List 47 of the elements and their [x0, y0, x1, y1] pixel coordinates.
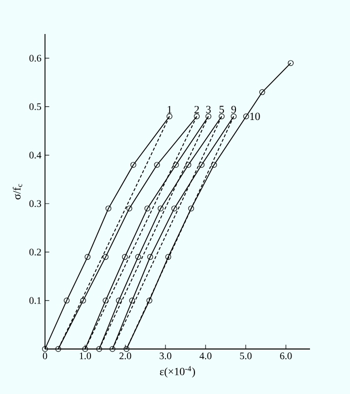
point	[130, 162, 136, 168]
y-tick-label: 0.3	[29, 200, 42, 207]
series-label: 3	[206, 106, 211, 114]
x-tick-label: 0	[42, 352, 48, 360]
point	[173, 162, 179, 168]
point	[135, 254, 142, 260]
point	[122, 254, 128, 260]
series-label: 9	[231, 106, 236, 114]
point	[84, 254, 90, 260]
point	[243, 113, 250, 120]
y-tick-label: 0.4	[29, 152, 42, 159]
point	[171, 206, 178, 212]
y-tick-label: 0.1	[29, 297, 41, 304]
y-tick-label: 0.2	[29, 248, 41, 256]
x-tick-label: 5.0	[240, 352, 252, 360]
series-label: 1	[168, 106, 172, 114]
point	[188, 206, 194, 212]
y-tick-label: 0.6	[29, 54, 42, 62]
point	[165, 254, 172, 260]
x-tick-label: 4.0	[200, 352, 212, 360]
point	[64, 298, 70, 304]
point	[144, 206, 150, 212]
point	[126, 206, 132, 212]
point	[158, 206, 164, 212]
x-tick-label: 1.0	[80, 352, 92, 360]
point	[211, 162, 217, 168]
x-tick-label: 2.0	[120, 352, 132, 360]
point	[102, 298, 109, 304]
x-tick-label: 6.0	[280, 352, 292, 360]
point	[146, 298, 152, 304]
point	[129, 298, 136, 304]
point	[116, 298, 122, 304]
series-label: 2	[194, 106, 199, 114]
point	[185, 162, 192, 168]
series-label: 5	[220, 106, 224, 114]
point	[102, 254, 109, 260]
x-axis-title: ε(×10$^{-4}$)	[160, 366, 195, 378]
point	[259, 89, 266, 96]
y-tick-label: 0.5	[29, 103, 42, 110]
point	[106, 206, 112, 212]
x-tick-label: 3.0	[160, 352, 172, 360]
point	[198, 162, 204, 168]
y-axis-title: σ/f$_{c}$	[12, 184, 22, 200]
point	[154, 162, 160, 168]
point	[147, 254, 154, 260]
series-label: 10	[250, 112, 260, 120]
point	[80, 298, 86, 304]
